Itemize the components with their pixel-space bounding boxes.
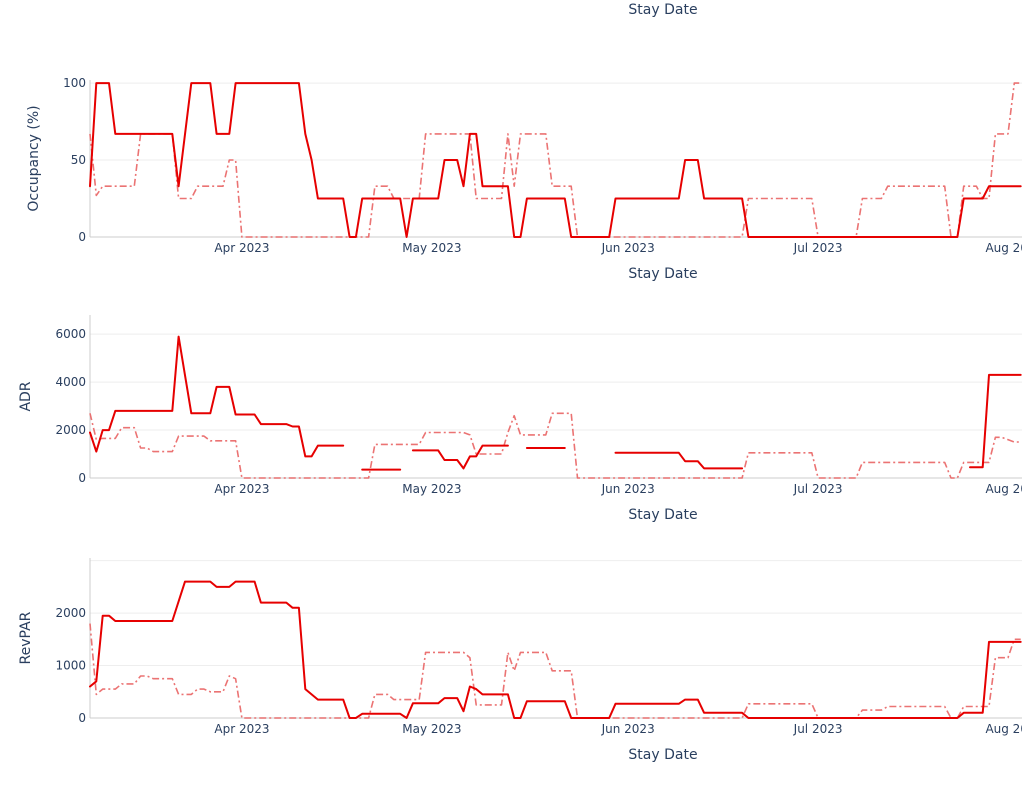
x-tick-label: May 2023 (402, 241, 461, 255)
y-tick-label: 1000 (55, 659, 86, 673)
x-tick-label: Aug 2023 (985, 722, 1022, 736)
y-axis-title: RevPAR (18, 611, 34, 664)
y-axis-title: ADR (18, 381, 34, 411)
revpar-series-solid-line (89, 580, 1022, 719)
x-tick-label: Aug 2023 (985, 241, 1022, 255)
x-tick-label: Jun 2023 (601, 722, 655, 736)
x-tick-label: Aug 2023 (985, 482, 1022, 496)
y-tick-label: 50 (71, 153, 86, 167)
x-tick-label: May 2023 (402, 722, 461, 736)
revpar-panel: 0 1000 2000 Apr 2023 May 2023 Jun 2023 Jul 202… (18, 558, 1022, 763)
x-tick-label: Jul 2023 (793, 241, 843, 255)
occupancy-series-solid-line (89, 82, 1022, 238)
y-tick-label: 2000 (55, 423, 86, 437)
x-tick-label: Jun 2023 (601, 482, 655, 496)
x-tick-label: Jul 2023 (793, 722, 843, 736)
x-tick-label: Jun 2023 (601, 241, 655, 255)
y-tick-label: 6000 (55, 327, 86, 341)
x-tick-label: Apr 2023 (214, 241, 269, 255)
x-axis-title: Stay Date (628, 747, 697, 763)
x-tick-label: May 2023 (402, 482, 461, 496)
x-axis-title: Stay Date (628, 266, 697, 282)
adr-series-dashdot-line (89, 412, 1021, 479)
y-tick-label: 4000 (55, 375, 86, 389)
y-axis-title: Occupancy (%) (26, 105, 42, 211)
x-tick-label: Apr 2023 (214, 722, 269, 736)
occupancy-panel: 0 50 100 Apr 2023 May 2023 Jun 2023 Jul 2023 Au… (26, 76, 1022, 282)
top-x-axis-title: Stay Date (628, 2, 697, 18)
revpar-series-dashdot-line (89, 623, 1021, 719)
y-tick-label: 0 (78, 230, 86, 244)
x-tick-label: Jul 2023 (793, 482, 843, 496)
y-tick-label: 0 (78, 471, 86, 485)
x-tick-label: Apr 2023 (214, 482, 269, 496)
x-axis-title: Stay Date (628, 507, 697, 523)
y-tick-label: 0 (78, 711, 86, 725)
adr-series-solid-line (89, 335, 1022, 471)
y-tick-label: 100 (63, 76, 86, 90)
y-tick-label: 2000 (55, 606, 86, 620)
adr-panel: 0 2000 4000 6000 Apr 2023 May 2023 Jun 2023 Jul… (18, 315, 1022, 523)
